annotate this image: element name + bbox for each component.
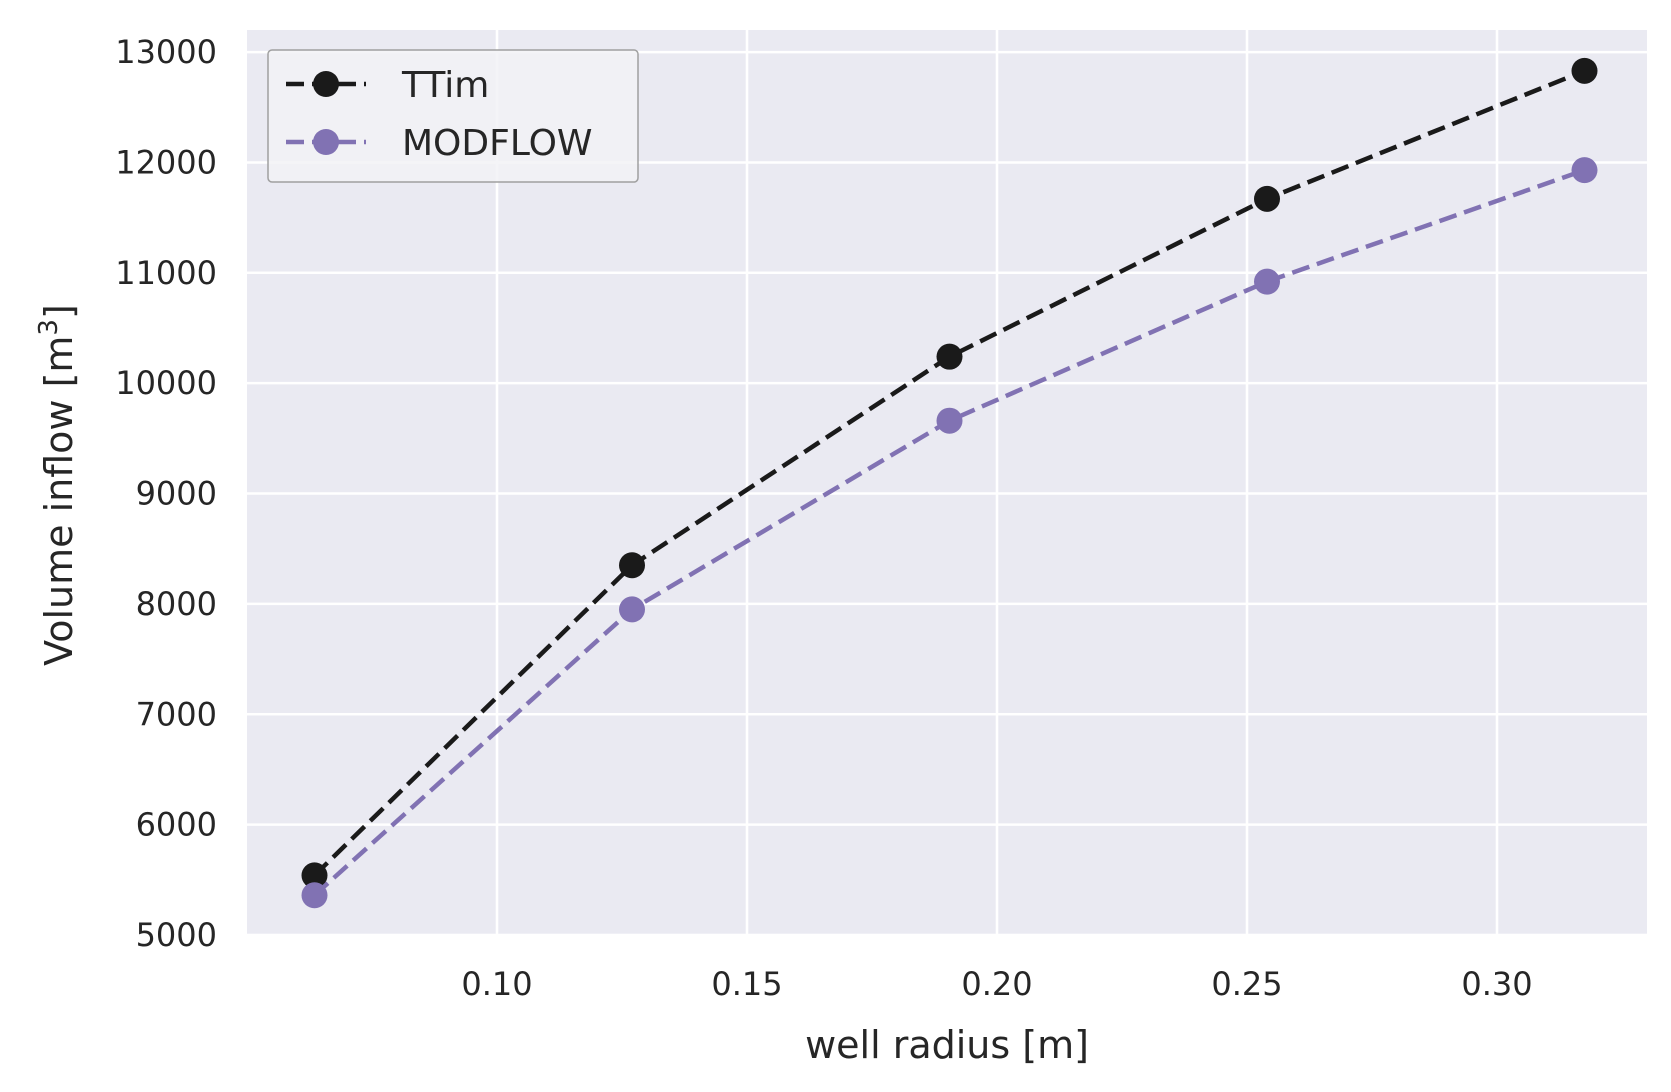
data-point-modflow xyxy=(301,882,328,909)
x-tick-label: 0.30 xyxy=(1461,965,1532,1003)
x-tick-label: 0.15 xyxy=(711,965,782,1003)
data-point-modflow xyxy=(1254,268,1280,295)
y-tick-label: 9000 xyxy=(136,475,217,513)
x-tick-label: 0.25 xyxy=(1211,965,1282,1003)
grid xyxy=(247,30,1647,937)
legend-marker-modflow xyxy=(313,129,339,155)
y-tick-labels: 5000 6000 7000 8000 9000 10000 11000 12000 13000 xyxy=(115,33,217,954)
data-point-modflow xyxy=(619,596,645,623)
y-axis-label: Volume inflow [m3] xyxy=(34,304,81,666)
legend-label-ttim: TTim xyxy=(401,65,489,106)
y-tick-label: 12000 xyxy=(115,143,217,181)
x-tick-label: 0.10 xyxy=(461,965,532,1003)
x-tick-labels: 0.10 0.15 0.20 0.25 0.30 xyxy=(461,965,1532,1003)
data-point-ttim xyxy=(301,862,328,889)
legend-label-modflow: MODFLOW xyxy=(402,123,593,164)
x-axis-label: well radius [m] xyxy=(805,1023,1089,1067)
y-tick-label: 5000 xyxy=(136,916,217,954)
data-point-modflow xyxy=(1571,157,1598,184)
y-tick-label: 10000 xyxy=(115,364,217,402)
x-tick-label: 0.20 xyxy=(961,965,1032,1003)
legend-box xyxy=(267,49,639,183)
data-point-ttim xyxy=(619,552,645,579)
y-tick-label: 8000 xyxy=(136,585,217,623)
y-tick-label: 13000 xyxy=(115,33,217,71)
y-tick-label: 11000 xyxy=(115,254,217,292)
data-point-ttim xyxy=(1254,185,1280,212)
y-axis-label-text: Volume inflow [m xyxy=(37,336,81,666)
y-tick-label: 7000 xyxy=(136,695,217,733)
y-axis-label-suffix: ] xyxy=(37,304,81,319)
y-axis-label-superscript: 3 xyxy=(34,319,64,336)
data-point-ttim xyxy=(936,343,963,370)
y-tick-label: 6000 xyxy=(136,806,217,844)
legend: TTim MODFLOW xyxy=(267,49,639,183)
legend-marker-ttim xyxy=(313,71,339,97)
data-point-ttim xyxy=(1571,57,1598,84)
series-lines xyxy=(301,57,1598,909)
data-point-modflow xyxy=(936,407,963,434)
